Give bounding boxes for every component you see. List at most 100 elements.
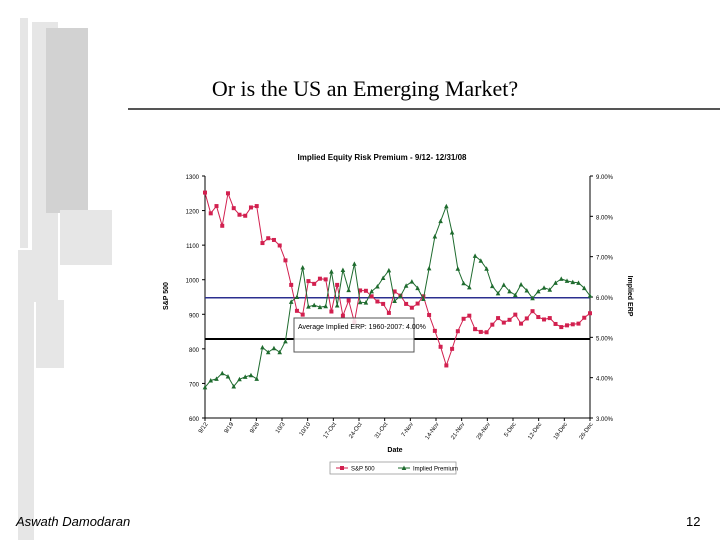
x-tick-label: 31-Oct (374, 421, 389, 439)
sp500-point (392, 289, 397, 294)
decor-block (20, 18, 28, 248)
sp500-point (254, 204, 259, 209)
implied-premium-point (225, 373, 231, 379)
sp500-point (432, 328, 437, 333)
x-tick-label: 26-Dec (579, 422, 595, 441)
implied-premium-point (512, 292, 518, 297)
implied-premium-point (398, 293, 403, 299)
implied-premium-point (558, 276, 564, 281)
sp500-point (559, 325, 564, 330)
implied-premium-point (248, 372, 254, 378)
sp500-point (237, 212, 242, 217)
x-tick-label: 9/12 (198, 421, 210, 435)
sp500-point (248, 205, 253, 210)
sp500-point (553, 321, 558, 326)
x-tick-label: 21-Nov (450, 422, 466, 441)
y-tick-label-right: 5.00% (596, 336, 614, 342)
legend-label: S&P 500 (351, 467, 375, 473)
implied-premium-point (375, 284, 380, 289)
sp500-point (484, 330, 489, 335)
implied-premium-point (426, 265, 432, 271)
sp500-point (519, 321, 524, 326)
y-tick-label-right: 8.00% (596, 215, 614, 221)
sp500-point (467, 313, 472, 318)
implied-premium-line (204, 204, 591, 388)
sp500-point (576, 321, 581, 326)
implied-premium-point (271, 345, 277, 351)
sp500-point (507, 317, 512, 322)
sp500-point (340, 313, 345, 318)
sp500-point (220, 223, 225, 228)
implied-premium-point (524, 288, 530, 293)
y-tick-label-left: 700 (189, 382, 200, 388)
implied-premium-point (564, 278, 570, 283)
implied-premium-point (421, 296, 426, 302)
sp500-point (542, 317, 547, 322)
implied-premium-point (277, 349, 283, 355)
decor-block (46, 28, 88, 213)
sp500-point (404, 301, 409, 306)
sp500-point (300, 312, 305, 317)
implied-premium-point (214, 376, 219, 381)
implied-premium-point (438, 218, 443, 224)
sp500-point (381, 301, 386, 306)
implied-premium-point (340, 267, 346, 272)
implied-premium-point (260, 344, 265, 350)
sp500-point (547, 316, 552, 321)
x-tick-label: 7-Nov (401, 422, 415, 439)
implied-premium-point (317, 304, 323, 310)
decor-block (18, 250, 34, 540)
implied-premium-point (208, 377, 214, 383)
sp500-point (323, 277, 328, 282)
implied-premium-point (507, 288, 512, 294)
y-tick-label-left: 900 (189, 313, 200, 319)
sp500-point (461, 316, 466, 321)
implied-premium-point (587, 293, 593, 298)
implied-premium-point (357, 299, 363, 305)
sp500-point (277, 243, 282, 248)
decor-block (36, 300, 64, 368)
implied-premium-point (231, 384, 237, 389)
implied-premium-point (352, 261, 357, 266)
sp500-point (524, 316, 529, 321)
sp500-point (335, 282, 340, 287)
implied-premium-point (392, 298, 397, 304)
legend-marker (401, 465, 407, 470)
sp500-point (536, 315, 541, 320)
implied-premium-point (346, 287, 351, 293)
slide-title: Or is the US an Emerging Market? (211, 76, 519, 101)
legend-marker (340, 466, 344, 470)
implied-premium-point (581, 285, 587, 291)
sp500-point (386, 310, 391, 315)
implied-premium-point (242, 374, 248, 379)
implied-premium-point (386, 267, 392, 273)
annotation-box (293, 317, 415, 353)
implied-premium-point (467, 284, 472, 290)
sp500-point (271, 237, 276, 242)
x-tick-label: 24-Oct (348, 421, 363, 439)
implied-premium-point (455, 266, 461, 271)
implied-premium-point (576, 280, 581, 285)
sp500-point (214, 204, 219, 209)
implied-premium-point (415, 285, 420, 291)
sp500-point (208, 211, 213, 216)
sp500-point (438, 344, 443, 349)
implied-premium-point (501, 282, 507, 287)
implied-premium-point (484, 266, 489, 271)
sp500-point (496, 316, 501, 321)
sp500-point (243, 213, 248, 218)
implied-premium-point (472, 253, 478, 258)
x-tick-label: 17-Oct (323, 421, 338, 439)
implied-premium-point (495, 290, 501, 296)
implied-premium-point (363, 300, 369, 305)
sp500-point (409, 305, 414, 310)
implied-premium-point (432, 234, 438, 239)
implied-premium-point (380, 275, 386, 281)
x-tick-label: 9/19 (224, 421, 236, 435)
sp500-point (473, 327, 478, 332)
x-tick-label: 28-Nov (476, 422, 492, 441)
y-tick-label-right: 9.00% (596, 175, 614, 181)
x-tick-label: 19-Dec (553, 422, 569, 441)
implied-premium-point (570, 279, 576, 285)
